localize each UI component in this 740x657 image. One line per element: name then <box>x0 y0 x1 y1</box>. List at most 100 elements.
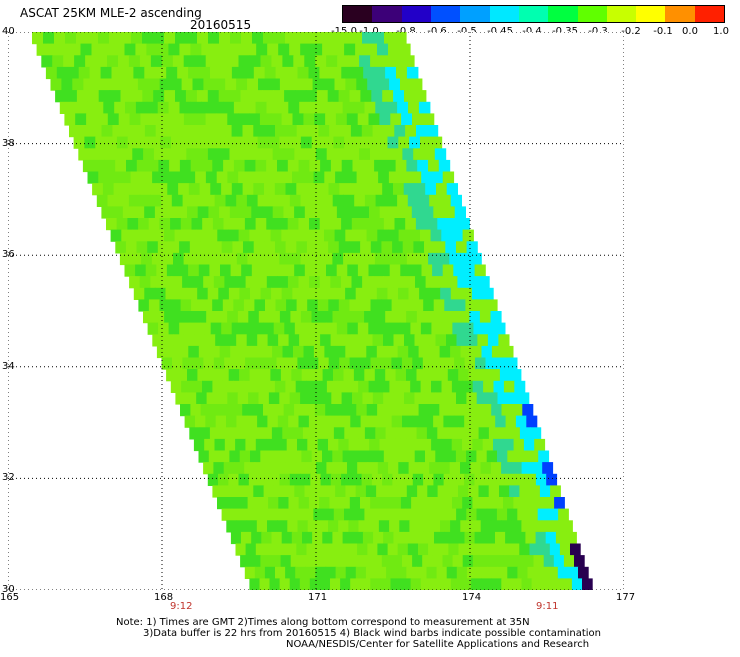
swath-cell <box>231 404 243 417</box>
swath-cell <box>269 311 281 324</box>
swath-cell <box>286 438 298 452</box>
swath-cell <box>398 136 410 149</box>
swath-cell <box>87 90 100 103</box>
swath-cell <box>280 555 292 568</box>
swath-cell <box>182 276 194 289</box>
swath-cell <box>243 241 255 254</box>
swath-cell <box>157 43 169 56</box>
swath-cell <box>225 78 237 91</box>
swath-cell <box>268 136 280 149</box>
swath-cell <box>204 194 216 207</box>
swath-cell <box>433 357 445 370</box>
swath-cell <box>492 497 504 510</box>
swath-cell <box>156 183 168 196</box>
swath-cell <box>292 229 304 242</box>
swath-cell <box>365 485 377 498</box>
swath-cell <box>125 101 137 114</box>
swath-cell <box>294 206 306 219</box>
swath-cell <box>367 171 379 184</box>
swath-cell <box>244 566 256 579</box>
swath-cell <box>339 497 351 510</box>
swath-cell <box>417 159 429 173</box>
swath-cell <box>343 311 355 324</box>
swath-cell <box>406 159 418 173</box>
swath-cell <box>186 32 198 45</box>
swath-cell <box>289 473 301 486</box>
swath-cell <box>477 566 488 579</box>
swath-cell <box>151 252 163 266</box>
swath-cell <box>236 78 248 91</box>
latitude-tick-label: 30 <box>2 584 15 595</box>
swath-cell <box>285 241 297 254</box>
swath-cell <box>356 404 368 417</box>
swath-cell <box>446 276 458 289</box>
swath-cell <box>110 229 122 242</box>
swath-cell <box>497 392 509 405</box>
swath-cell <box>452 229 464 242</box>
swath-cell <box>511 404 523 417</box>
swath-cell <box>360 415 372 428</box>
longitude-tick-label: 171 <box>308 592 328 603</box>
swath-cell <box>251 90 263 103</box>
swath-cell <box>166 125 178 138</box>
swath-cell <box>270 229 282 242</box>
swath-cell <box>448 543 460 556</box>
swath-cell <box>315 206 327 219</box>
swath-cell <box>236 194 248 207</box>
swath-cell <box>428 159 440 173</box>
time-tick-label: 9:11 <box>536 601 559 612</box>
swath-cell <box>245 43 257 56</box>
swath-cell <box>176 287 188 300</box>
swath-cell <box>440 520 451 533</box>
swath-cell <box>138 299 150 312</box>
swath-cell <box>423 531 435 545</box>
swath-cell <box>263 322 275 335</box>
swath-cell <box>98 32 110 45</box>
swath-cell <box>443 473 455 486</box>
swath-cell <box>220 264 232 277</box>
swath-cell <box>312 78 325 91</box>
swath-cell <box>393 183 405 196</box>
swath-cell <box>107 194 119 207</box>
swath-cell <box>462 555 474 568</box>
swath-cell <box>199 125 211 138</box>
swath-cell <box>294 404 306 417</box>
swath-cell <box>388 229 400 242</box>
swath-cell <box>537 508 549 521</box>
swath-cell <box>466 241 478 254</box>
swath-cell <box>435 450 447 463</box>
swath-cell <box>124 183 136 196</box>
swath-cell <box>119 171 132 184</box>
swath-cell <box>120 90 132 103</box>
swath-cell <box>232 485 244 498</box>
swath-cell <box>442 264 454 277</box>
swath-cell <box>348 148 360 161</box>
swath-cell <box>507 566 518 579</box>
swath-cell <box>501 462 512 475</box>
swath-cell <box>146 101 159 114</box>
swath-cell <box>249 171 261 184</box>
swath-cell <box>293 508 304 521</box>
swath-cell <box>406 66 419 80</box>
swath-cell <box>318 357 330 370</box>
swath-cell <box>249 229 261 242</box>
swath-cell <box>273 404 285 417</box>
swath-cell <box>412 299 424 312</box>
swath-cell <box>197 206 209 219</box>
swath-cell <box>94 78 106 91</box>
swath-cell <box>439 462 451 475</box>
swath-cell <box>229 148 241 161</box>
swath-cell <box>418 404 430 417</box>
latitude-tick-label: 36 <box>2 249 15 261</box>
swath-cell <box>292 171 304 184</box>
swath-cell <box>264 66 277 80</box>
swath-cell <box>179 101 191 114</box>
swath-cell <box>503 438 515 452</box>
swath-cell <box>214 194 226 207</box>
swath-cell <box>486 299 498 312</box>
swath-cell <box>282 427 294 440</box>
swath-cell <box>279 578 291 590</box>
swath-cell <box>374 369 386 382</box>
swath-cell <box>290 136 302 149</box>
swath-cell <box>301 369 313 382</box>
